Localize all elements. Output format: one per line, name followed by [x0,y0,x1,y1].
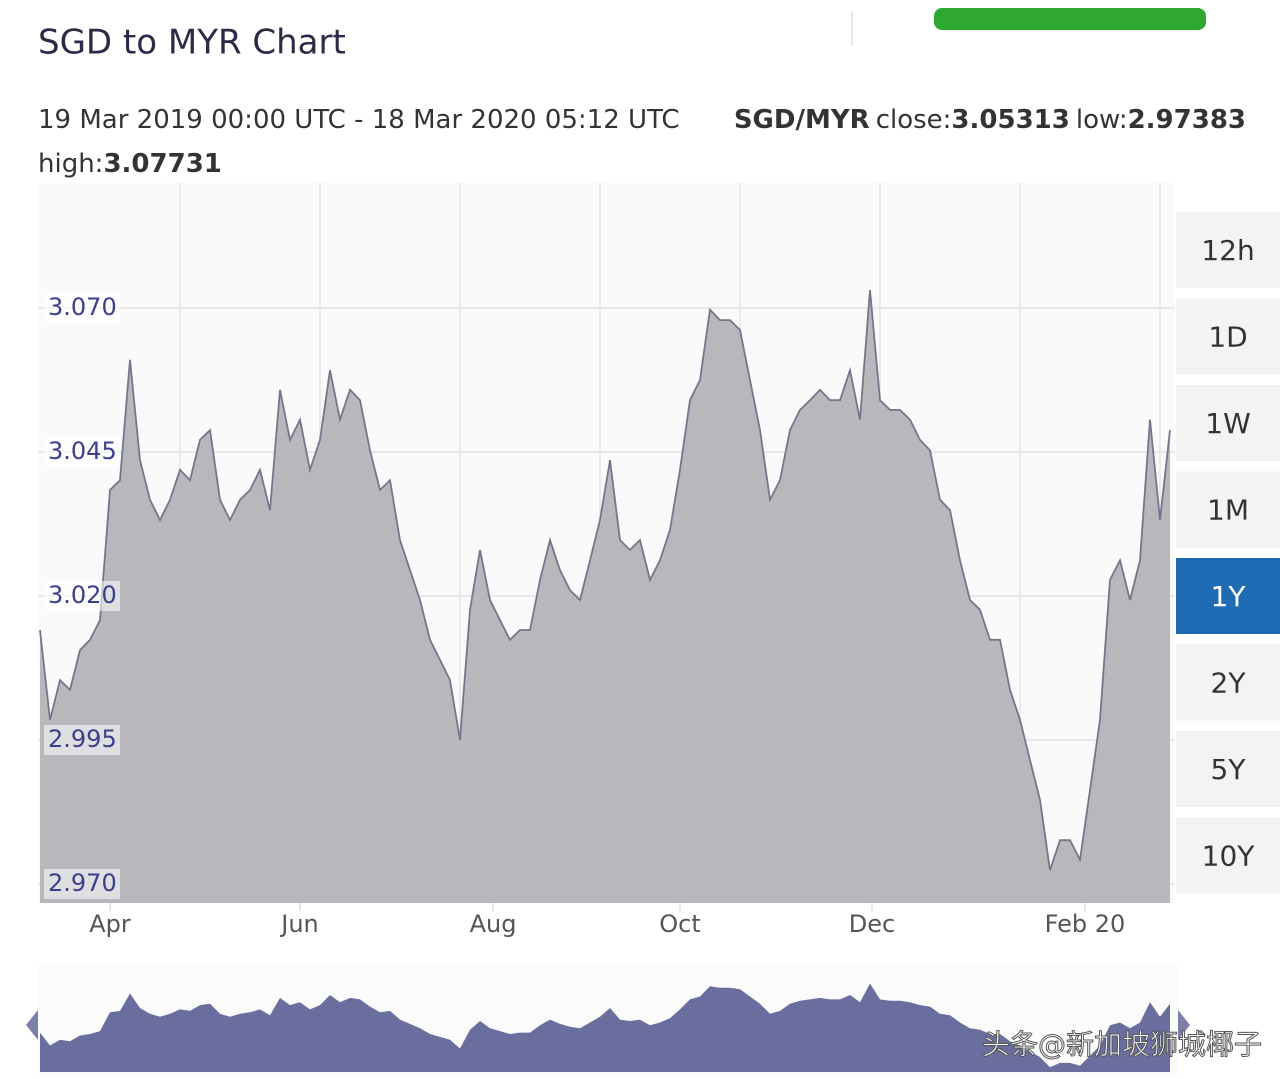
x-tick-label: Dec [849,910,895,938]
low-label: low: [1076,105,1128,135]
x-tick-label: Aug [470,910,517,938]
range-button-label[interactable]: 2Y [1211,667,1247,700]
range-button[interactable] [1176,731,1280,807]
pair: SGD/MYR [734,105,870,135]
y-tick-label: 3.045 [48,437,117,465]
x-tick-label: Jun [279,910,319,938]
range-button-label[interactable]: 1M [1207,494,1249,527]
range-buttons: 12h 1D 1W 1M 1Y 2Y 5Y 10Y [1176,212,1280,894]
range-button[interactable] [1176,385,1280,461]
x-tick-label: Feb 20 [1045,910,1126,938]
y-tick-bg [44,436,120,467]
y-tick-bg [44,724,120,755]
stats: SGD/MYR close:3.05313 low:2.97383 [734,105,1246,135]
x-tick-label: Oct [659,910,701,938]
y-tick-label: 2.995 [48,725,117,753]
range-button[interactable] [1176,817,1280,894]
range-button[interactable] [1176,298,1280,375]
line [39,290,1171,871]
range-button[interactable] [1176,471,1280,548]
range-button[interactable] [1176,644,1280,721]
range-button[interactable] [1176,212,1280,288]
y-tick-label: 2.970 [48,869,117,897]
stats-high: high:3.07731 [38,149,222,179]
range-button-label[interactable]: 10Y [1202,840,1256,873]
area [40,290,1170,904]
y-axis: 3.070 3.045 3.020 2.995 2.970 [44,292,120,899]
range-button-label[interactable]: 1Y [1211,580,1247,613]
watermark: 头条@新加坡狮城椰子 [982,1028,1262,1061]
y-tick-label: 3.020 [48,581,117,609]
green-button[interactable] [934,8,1206,30]
chart-title: SGD to MYR Chart [38,23,346,63]
series [39,290,1171,904]
nav-handle-right[interactable] [1178,1010,1190,1040]
x-axis: Apr Jun Aug Oct Dec Feb 20 [89,903,1125,938]
y-tick-bg [44,580,120,611]
high-label: high: [38,149,103,179]
y-tick-bg [44,292,120,323]
range-button[interactable] [1176,558,1280,634]
low: 2.97383 [1128,105,1246,135]
navigator-area [40,983,1170,1072]
range-button-label[interactable]: 1D [1208,321,1247,354]
high: 3.07731 [103,149,221,179]
period-text: 19 Mar 2019 00:00 UTC - 18 Mar 2020 05:1… [38,105,680,135]
period: 19 Mar 2019 00:00 UTC - 18 Mar 2020 05:1… [38,105,680,135]
y-tick-bg [44,868,120,899]
y-tick-label: 3.070 [48,293,117,321]
range-button-label[interactable]: 5Y [1211,753,1247,786]
close: 3.05313 [951,105,1069,135]
range-button-label[interactable]: 1W [1205,407,1251,440]
nav-handle-left[interactable] [26,1010,38,1040]
range-button-label[interactable]: 12h [1201,234,1254,267]
x-tick-label: Apr [89,910,131,938]
close-label: close: [876,105,952,135]
navigator [40,983,1170,1072]
